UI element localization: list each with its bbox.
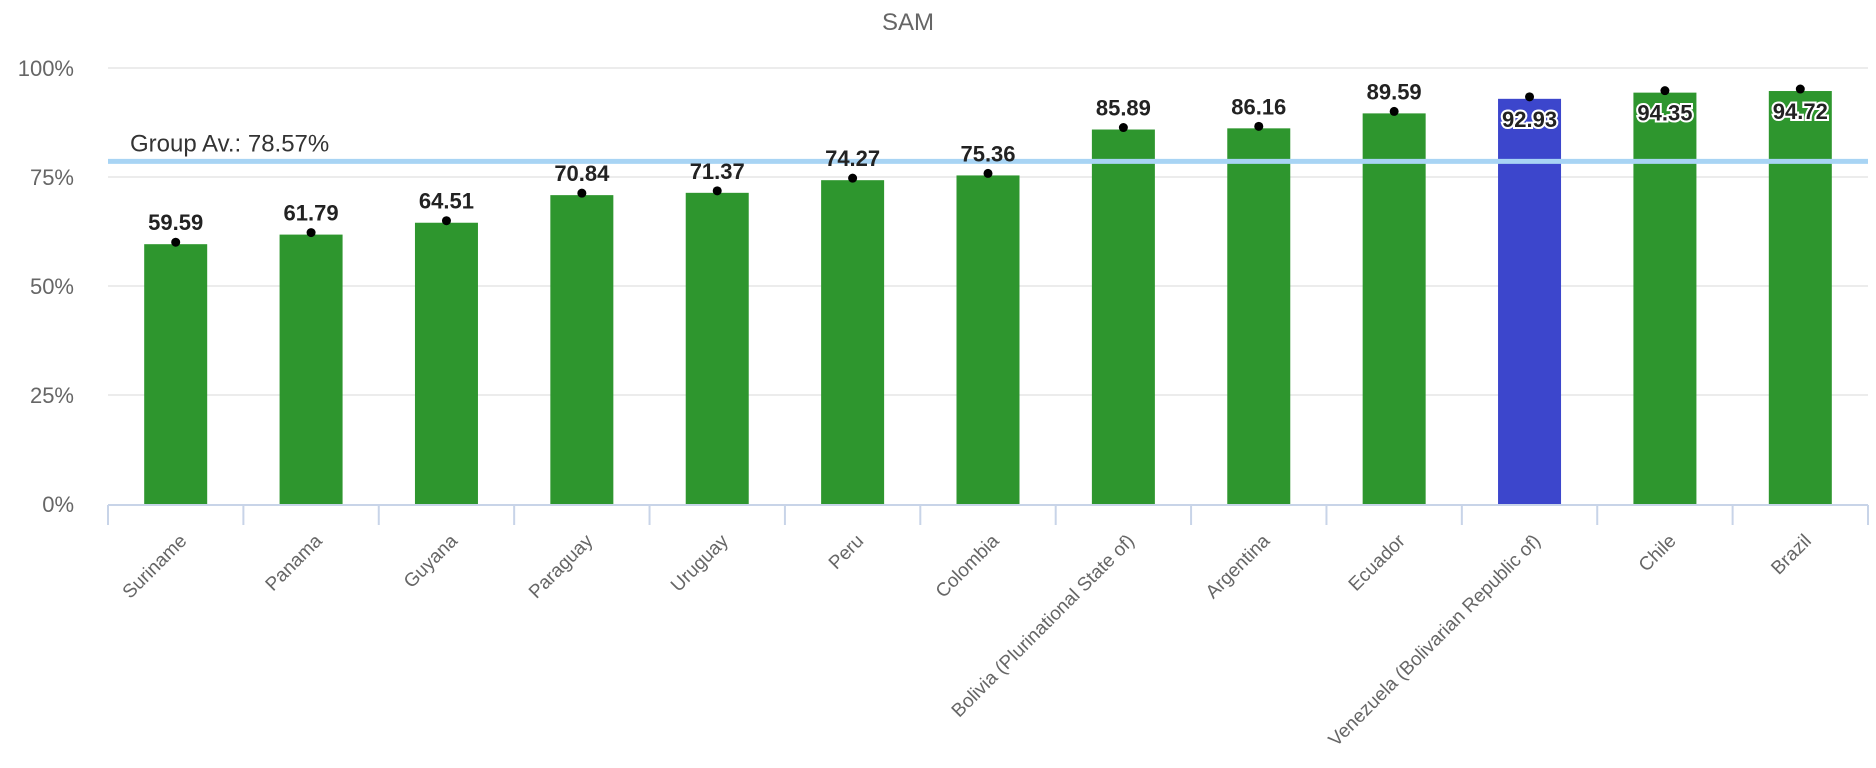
bar — [1362, 113, 1426, 504]
value-marker — [1660, 86, 1670, 96]
x-axis — [107, 504, 1869, 525]
value-marker — [1795, 84, 1805, 94]
y-tick-label: 25% — [30, 383, 74, 408]
value-marker — [712, 186, 722, 196]
data-label: 75.36 — [960, 141, 1015, 166]
value-marker — [1525, 92, 1535, 102]
bar — [956, 175, 1020, 504]
data-label: 92.93 — [1502, 107, 1557, 132]
chart-title: SAM — [882, 9, 934, 36]
x-tick-label: Uruguay — [667, 530, 733, 596]
bar — [685, 192, 749, 505]
x-tick-label: Peru — [825, 531, 868, 574]
bar — [821, 180, 885, 504]
x-tick-label: Brazil — [1767, 531, 1815, 579]
data-label: 86.16 — [1231, 94, 1286, 119]
bar — [1633, 92, 1697, 504]
x-tick-label: Argentina — [1202, 530, 1275, 603]
value-marker — [1389, 106, 1399, 116]
x-tick-label: Ecuador — [1345, 530, 1410, 595]
x-tick-label: Venezuela (Bolivarian Republic of) — [1325, 531, 1545, 751]
value-marker — [577, 188, 587, 198]
value-marker — [441, 216, 451, 226]
x-tick-label: Panama — [262, 530, 327, 595]
data-label: 64.51 — [419, 189, 474, 214]
data-label: 89.59 — [1367, 79, 1422, 104]
value-marker — [1254, 121, 1264, 131]
data-label: 94.72 — [1773, 99, 1828, 124]
x-tick-label: Guyana — [400, 530, 462, 592]
data-label: 59.59 — [148, 210, 203, 235]
value-marker — [306, 228, 316, 238]
data-label: 94.35 — [1637, 101, 1692, 126]
value-marker — [1118, 123, 1128, 133]
value-markers — [171, 84, 1805, 247]
bar — [1498, 98, 1562, 505]
x-axis-tick-labels: Suriname Panama Guyana Paraguay Uruguay Peru C… — [119, 530, 1816, 751]
bar — [550, 195, 614, 504]
group-average: Group Av.: 78.57% — [108, 130, 1868, 164]
bar — [144, 244, 208, 504]
bar — [279, 234, 343, 505]
y-axis-tick-labels: 0% 25% 50% 75% 100% — [18, 56, 74, 517]
x-tick-label: Chile — [1635, 531, 1680, 576]
y-tick-label: 50% — [30, 274, 74, 299]
value-marker — [848, 173, 858, 183]
data-label: 71.37 — [690, 159, 745, 184]
bar — [1091, 129, 1155, 505]
bar — [1227, 128, 1291, 504]
bar — [1768, 91, 1832, 504]
value-marker — [171, 237, 181, 247]
y-tick-label: 75% — [30, 165, 74, 190]
group-average-label: Group Av.: 78.57% — [130, 130, 329, 157]
bar — [414, 222, 478, 505]
data-label: 70.84 — [554, 161, 610, 186]
x-tick-label: Suriname — [119, 531, 191, 603]
x-tick-label: Paraguay — [525, 530, 598, 603]
data-label: 74.27 — [825, 146, 880, 171]
bars — [144, 91, 1832, 505]
data-label: 61.79 — [284, 201, 339, 226]
data-label: 85.89 — [1096, 96, 1151, 121]
data-labels: 59.59 61.79 64.51 70.84 71.37 74.27 75.36 85.89… — [148, 79, 1830, 235]
value-marker — [983, 168, 993, 178]
y-tick-label: 0% — [42, 492, 74, 517]
y-tick-label: 100% — [18, 56, 74, 81]
x-tick-label: Colombia — [932, 530, 1004, 602]
